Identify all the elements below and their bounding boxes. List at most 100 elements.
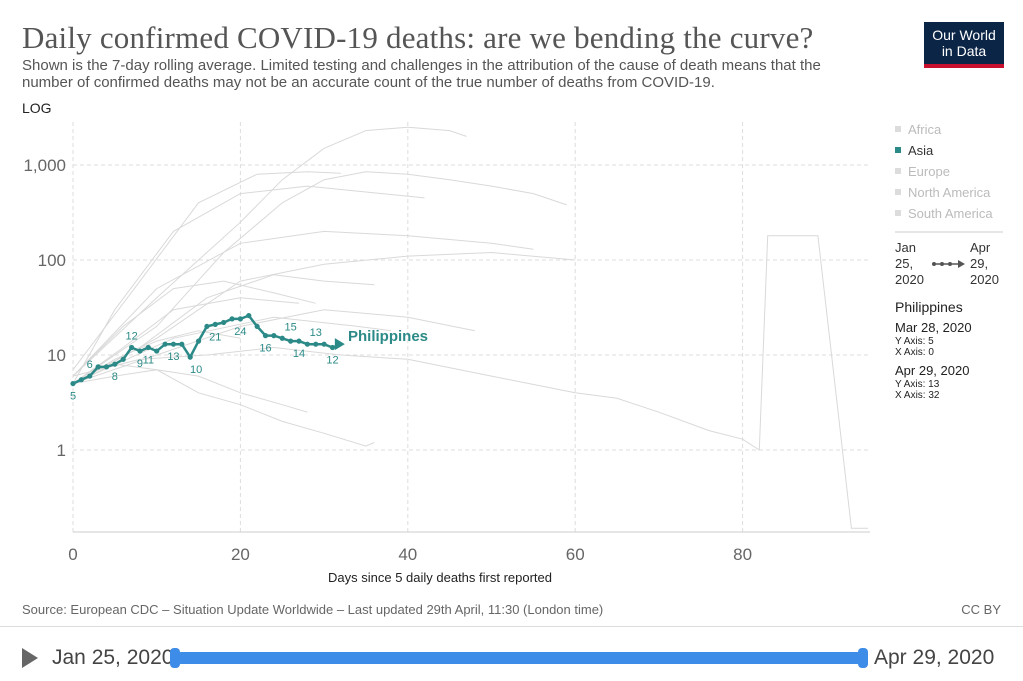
highlight-point-24[interactable] [271,333,277,339]
highlight-point-31[interactable] [329,344,336,351]
tooltip-end-x: X Axis: 32 [895,390,940,401]
highlight-point-10[interactable] [154,348,160,354]
highlight-series [70,312,345,387]
highlight-point-6[interactable] [120,356,126,362]
range-arrow-head [958,260,965,268]
highlight-point-label-0: 5 [70,391,76,403]
highlight-point-26[interactable] [288,338,294,344]
highlight-point-7[interactable] [128,344,135,351]
license-link[interactable]: CC BY [961,602,1001,617]
highlight-point-label-3: 12 [125,330,137,342]
background-line-1[interactable] [72,126,467,377]
tooltip-start-x: X Axis: 0 [895,347,934,358]
y-tick-label-3: 1,000 [23,156,66,175]
timeline-track[interactable] [175,652,863,664]
background-line-11[interactable] [758,235,869,529]
highlight-point-8[interactable] [137,348,143,354]
range-end-year: 2020 [970,272,999,287]
tooltip-start-date: Mar 28, 2020 [895,320,972,335]
tooltip-panel: Philippines Mar 28, 2020 Y Axis: 5 X Axi… [895,299,972,401]
highlight-point-label-11: 15 [284,321,296,333]
highlight-point-18[interactable] [221,319,227,326]
highlight-point-5[interactable] [112,361,118,367]
highlight-point-3[interactable] [95,364,101,370]
highlight-point-label-8: 21 [209,331,221,343]
highlight-point-21[interactable] [246,312,252,319]
highlight-point-22[interactable] [254,323,260,330]
range-start-day: 25, [895,256,913,271]
range-dot-1 [932,262,936,266]
highlight-point-13[interactable] [179,341,185,347]
range-start-month: Jan [895,240,916,255]
highlight-point-12[interactable] [170,341,177,347]
y-tick-label-1: 10 [47,346,66,365]
tooltip-start-y: Y Axis: 5 [895,336,934,347]
tooltip-end-y: Y Axis: 13 [895,379,940,390]
legend-item-asia[interactable]: Asia [908,143,934,158]
x-axis-label: Days since 5 daily deaths first reported [328,570,552,585]
series-label-philippines[interactable]: Philippines [348,328,428,345]
source-note[interactable]: Source: European CDC – Situation Update … [22,602,604,617]
highlight-point-27[interactable] [296,338,302,344]
chart-title: Daily confirmed COVID-19 deaths: are we … [22,20,814,55]
highlight-point-0[interactable] [70,380,76,387]
highlight-point-label-1: 6 [87,359,93,371]
grid-lines [72,122,870,533]
background-line-2[interactable] [72,171,567,385]
highlight-point-label-9: 24 [234,326,246,338]
legend-item-africa[interactable]: Africa [908,122,942,137]
highlight-point-16[interactable] [204,323,210,330]
legend-item-europe[interactable]: Europe [908,164,950,179]
legend-marker-south-america [895,210,901,216]
background-line-15[interactable] [72,230,534,377]
timeline-start-label: Jan 25, 2020 [52,646,174,669]
y-tick-label-2: 100 [38,251,66,270]
highlight-point-9[interactable] [145,344,151,351]
highlight-point-label-5: 11 [143,354,154,366]
timeline-end-label: Apr 29, 2020 [874,646,995,669]
highlight-point-15[interactable] [195,338,202,344]
highlight-point-19[interactable] [229,316,235,322]
background-line-13[interactable] [72,297,300,385]
highlight-point-28[interactable] [304,341,310,347]
background-line-12[interactable] [72,185,425,384]
legend-item-north-america[interactable]: North America [908,185,991,200]
background-line-10[interactable] [72,346,760,451]
log-scale-toggle[interactable]: LOG [22,100,52,116]
timeline-end-handle[interactable] [858,648,868,668]
x-tick-label-2: 40 [398,545,417,564]
owid-logo[interactable]: Our World in Data [924,22,1004,68]
highlight-point-label-7: 10 [190,364,202,376]
highlight-point-23[interactable] [262,333,269,339]
highlight-point-25[interactable] [279,335,285,341]
background-line-4[interactable] [72,251,576,385]
highlight-point-17[interactable] [212,321,218,327]
x-tick-label-1: 20 [231,545,250,564]
highlight-point-label-6: 13 [167,351,179,363]
background-line-3[interactable] [72,171,341,371]
play-icon[interactable] [22,648,38,668]
highlight-point-11[interactable] [162,341,168,347]
logo-line-1: Our World [932,27,996,43]
legend-marker-africa [895,126,901,132]
legend-marker-north-america [895,189,901,195]
legend-item-south-america[interactable]: South America [908,206,993,221]
highlight-point-30[interactable] [321,341,327,347]
legend: Africa Asia Europe North America South A… [895,122,993,221]
highlight-point-14[interactable] [187,354,193,360]
background-line-6[interactable] [72,280,316,377]
range-end-month: Apr [970,240,991,255]
highlight-point-label-10: 16 [259,343,271,355]
highlight-point-4[interactable] [103,364,110,370]
timeline-start-handle[interactable] [170,648,180,668]
highlight-point-2[interactable] [87,373,93,379]
highlight-point-label-4: 9 [137,358,143,370]
highlight-point-label-2: 8 [112,371,118,383]
highlight-point-20[interactable] [237,316,243,322]
chart-subtitle: Shown is the 7-day rolling average. Limi… [22,57,821,91]
highlight-point-29[interactable] [313,341,319,347]
background-line-9[interactable] [72,369,375,447]
x-axis-ticks: 0 20 40 60 80 [68,545,752,564]
highlight-point-1[interactable] [78,377,84,383]
highlight-point-label-12: 14 [293,348,305,360]
